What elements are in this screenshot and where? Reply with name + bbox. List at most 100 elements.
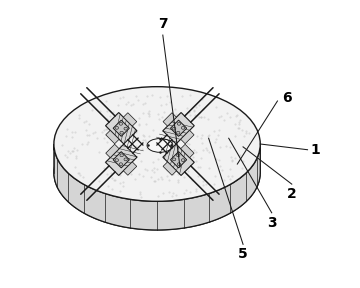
Point — [64, 155, 69, 160]
Point — [229, 155, 234, 160]
Point — [172, 124, 177, 129]
Point — [187, 190, 193, 194]
Point — [170, 134, 176, 138]
Point — [102, 166, 107, 170]
Point — [73, 156, 79, 160]
Point — [191, 109, 197, 114]
Point — [144, 94, 150, 98]
Point — [113, 113, 118, 117]
Ellipse shape — [54, 87, 260, 201]
Point — [215, 133, 220, 138]
Point — [111, 127, 116, 132]
Point — [228, 115, 233, 120]
Point — [94, 136, 100, 141]
Ellipse shape — [119, 163, 122, 166]
Point — [120, 94, 126, 99]
Point — [115, 103, 121, 107]
Point — [99, 182, 104, 187]
Point — [246, 131, 252, 135]
Point — [112, 119, 118, 124]
Point — [200, 147, 206, 152]
Point — [185, 168, 191, 173]
Point — [115, 131, 121, 136]
Point — [121, 183, 126, 188]
Point — [104, 171, 110, 176]
Point — [96, 179, 102, 184]
Point — [232, 133, 238, 138]
Point — [142, 138, 148, 143]
Polygon shape — [106, 130, 119, 144]
Point — [77, 113, 82, 117]
Point — [187, 128, 193, 133]
Point — [194, 159, 199, 164]
Point — [158, 103, 164, 108]
Point — [216, 115, 222, 120]
Point — [229, 158, 235, 162]
Point — [143, 140, 148, 145]
Point — [117, 181, 122, 186]
Point — [180, 119, 186, 124]
Ellipse shape — [115, 126, 118, 129]
Point — [217, 164, 223, 169]
Point — [86, 132, 91, 137]
Point — [184, 106, 190, 111]
Point — [126, 123, 132, 128]
Point — [98, 108, 103, 113]
Point — [134, 144, 139, 149]
Point — [206, 116, 211, 121]
Point — [165, 173, 170, 178]
Ellipse shape — [181, 159, 185, 162]
Point — [137, 192, 143, 196]
Point — [89, 108, 94, 113]
Point — [177, 156, 183, 160]
Point — [212, 182, 217, 186]
Point — [76, 115, 82, 120]
Point — [77, 173, 83, 177]
Point — [123, 136, 129, 141]
Point — [136, 123, 142, 127]
Point — [239, 128, 245, 133]
Point — [180, 93, 185, 98]
Point — [146, 134, 152, 139]
Point — [190, 154, 196, 159]
Point — [193, 150, 199, 155]
Point — [107, 109, 112, 114]
Point — [229, 158, 235, 163]
Point — [175, 179, 180, 184]
Point — [239, 165, 245, 170]
Point — [235, 125, 241, 130]
Point — [76, 170, 81, 175]
Point — [175, 172, 181, 177]
Point — [200, 178, 206, 183]
Point — [120, 179, 125, 184]
Ellipse shape — [177, 163, 181, 166]
Point — [138, 194, 144, 199]
Point — [212, 140, 218, 144]
Point — [63, 134, 69, 139]
Point — [186, 110, 192, 115]
Point — [104, 126, 110, 131]
Point — [104, 109, 110, 113]
Point — [103, 127, 109, 132]
Point — [227, 176, 233, 181]
Polygon shape — [105, 144, 137, 175]
Point — [104, 139, 110, 144]
Point — [140, 138, 145, 142]
Point — [167, 99, 172, 104]
Point — [125, 100, 131, 105]
Point — [128, 103, 134, 107]
Point — [218, 113, 224, 118]
Point — [104, 116, 110, 121]
Point — [172, 107, 178, 111]
Point — [229, 174, 235, 178]
Text: 6: 6 — [282, 91, 291, 105]
Point — [128, 172, 134, 177]
Point — [150, 127, 156, 132]
Polygon shape — [113, 120, 129, 136]
Point — [148, 141, 154, 145]
Polygon shape — [113, 152, 129, 168]
Point — [161, 109, 167, 114]
Point — [232, 156, 238, 161]
Point — [212, 173, 217, 178]
Point — [143, 167, 148, 171]
